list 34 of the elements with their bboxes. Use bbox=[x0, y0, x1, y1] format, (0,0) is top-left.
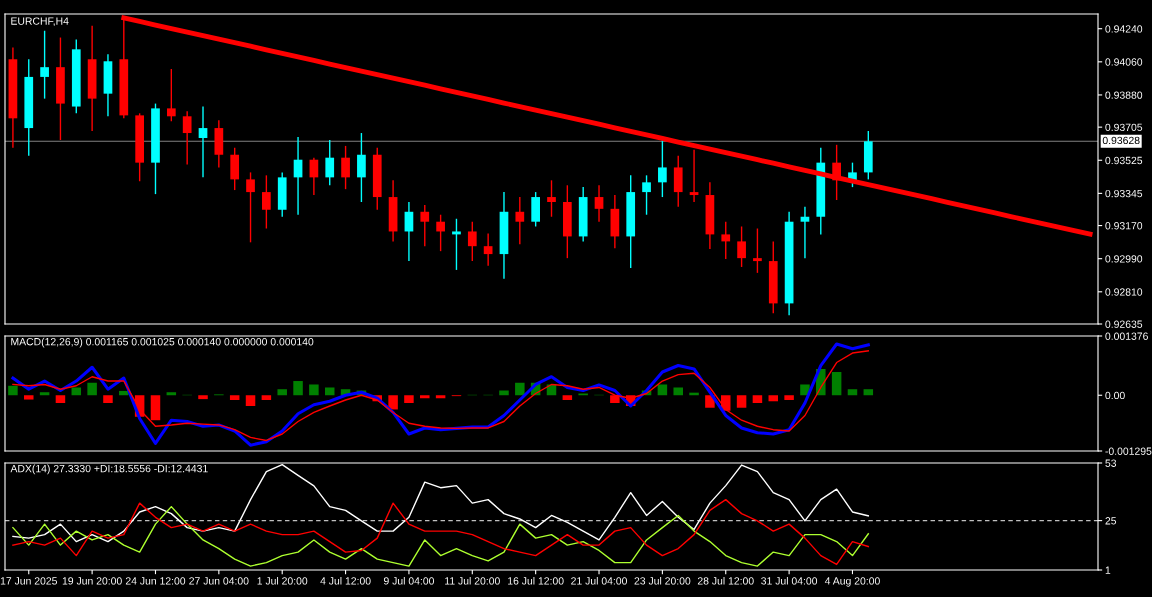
y-tick-label: 0.93345 bbox=[1105, 189, 1143, 198]
y-tick-label: 0.94060 bbox=[1105, 58, 1143, 66]
chart-title: EURCHF,H4 bbox=[11, 17, 69, 26]
y-tick-label: 0.92635 bbox=[1105, 320, 1143, 328]
y-tick-label: 0.93705 bbox=[1105, 123, 1143, 132]
y-tick-label: 0.93525 bbox=[1105, 156, 1143, 165]
y-tick-label: 0.92810 bbox=[1105, 288, 1143, 296]
y-tick-label: 0.92990 bbox=[1105, 255, 1143, 263]
x-tick-label: 24 Jun 12:00 bbox=[125, 577, 186, 585]
y-tick-label: 0.93170 bbox=[1105, 222, 1143, 230]
y-tick-label: -0.001295 bbox=[1105, 447, 1152, 455]
x-tick-label: 9 Jul 04:00 bbox=[383, 576, 435, 585]
y-tick-label: 0.001376 bbox=[1105, 332, 1148, 340]
x-tick-label: 23 Jul 20:00 bbox=[634, 576, 691, 585]
x-tick-label: 28 Jul 12:00 bbox=[697, 576, 754, 585]
chart-title: ADX(14) 27.3330 +DI:18.5556 -DI:12.4431 bbox=[10, 464, 208, 475]
x-tick-label: 21 Jul 04:00 bbox=[571, 576, 627, 585]
y-tick-label: 25 bbox=[1105, 517, 1117, 525]
ref-line-label: 0.93628 bbox=[1102, 136, 1140, 145]
y-tick-label: 1 bbox=[1105, 566, 1111, 574]
x-tick-label: 4 Jul 12:00 bbox=[320, 576, 371, 585]
y-tick-label: 53 bbox=[1105, 459, 1117, 467]
y-tick-label: 0.00 bbox=[1105, 391, 1125, 400]
x-tick-label: 16 Jul 12:00 bbox=[508, 576, 564, 585]
x-tick-label: 19 Jun 20:00 bbox=[62, 577, 122, 585]
x-tick-label: 31 Jul 04:00 bbox=[761, 576, 818, 585]
x-tick-label: 27 Jun 04:00 bbox=[189, 577, 249, 585]
x-tick-label: 4 Aug 20:00 bbox=[824, 577, 880, 587]
x-tick-label: 11 Jul 20:00 bbox=[445, 576, 500, 585]
chart-title: MACD(12,26,9) 0.001165 0.001025 0.000140 0.000000 0.000140 bbox=[11, 337, 314, 348]
y-tick-label: 0.93880 bbox=[1105, 91, 1143, 99]
x-tick-label: 1 Jul 20:00 bbox=[257, 576, 308, 585]
y-tick-label: 0.94240 bbox=[1105, 25, 1143, 33]
x-tick-label: 17 Jun 2025 bbox=[0, 577, 57, 585]
